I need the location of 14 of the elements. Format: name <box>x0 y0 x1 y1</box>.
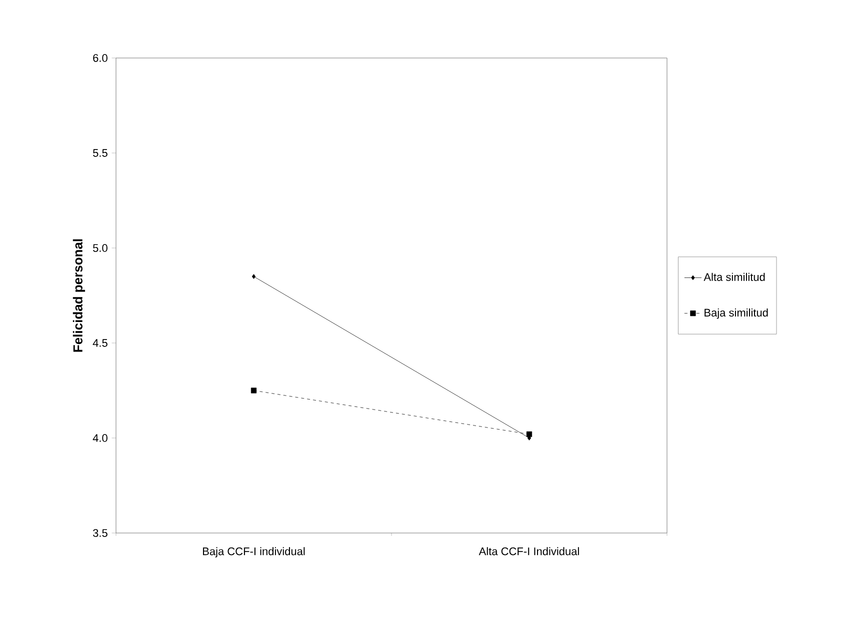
y-tick-label: 6.0 <box>93 54 108 62</box>
y-tick-label: 3.5 <box>93 529 108 537</box>
legend-label: Alta similitud <box>704 272 765 281</box>
y-axis-title: Felicidad personal <box>72 239 86 352</box>
point <box>250 388 257 394</box>
x-tick-label: Baja CCF-I individual <box>203 547 305 558</box>
legend-label: Baja similitud <box>704 308 768 319</box>
y-tick-label: 4.0 <box>92 434 108 442</box>
point <box>252 274 256 279</box>
point <box>526 431 532 437</box>
y-tick-label: 5.5 <box>93 149 108 157</box>
y-tick-label: 5.0 <box>93 244 108 252</box>
y-tick-label: 4.5 <box>92 339 108 347</box>
x-tick-label: Alta CCF-I Individual <box>478 547 579 556</box>
